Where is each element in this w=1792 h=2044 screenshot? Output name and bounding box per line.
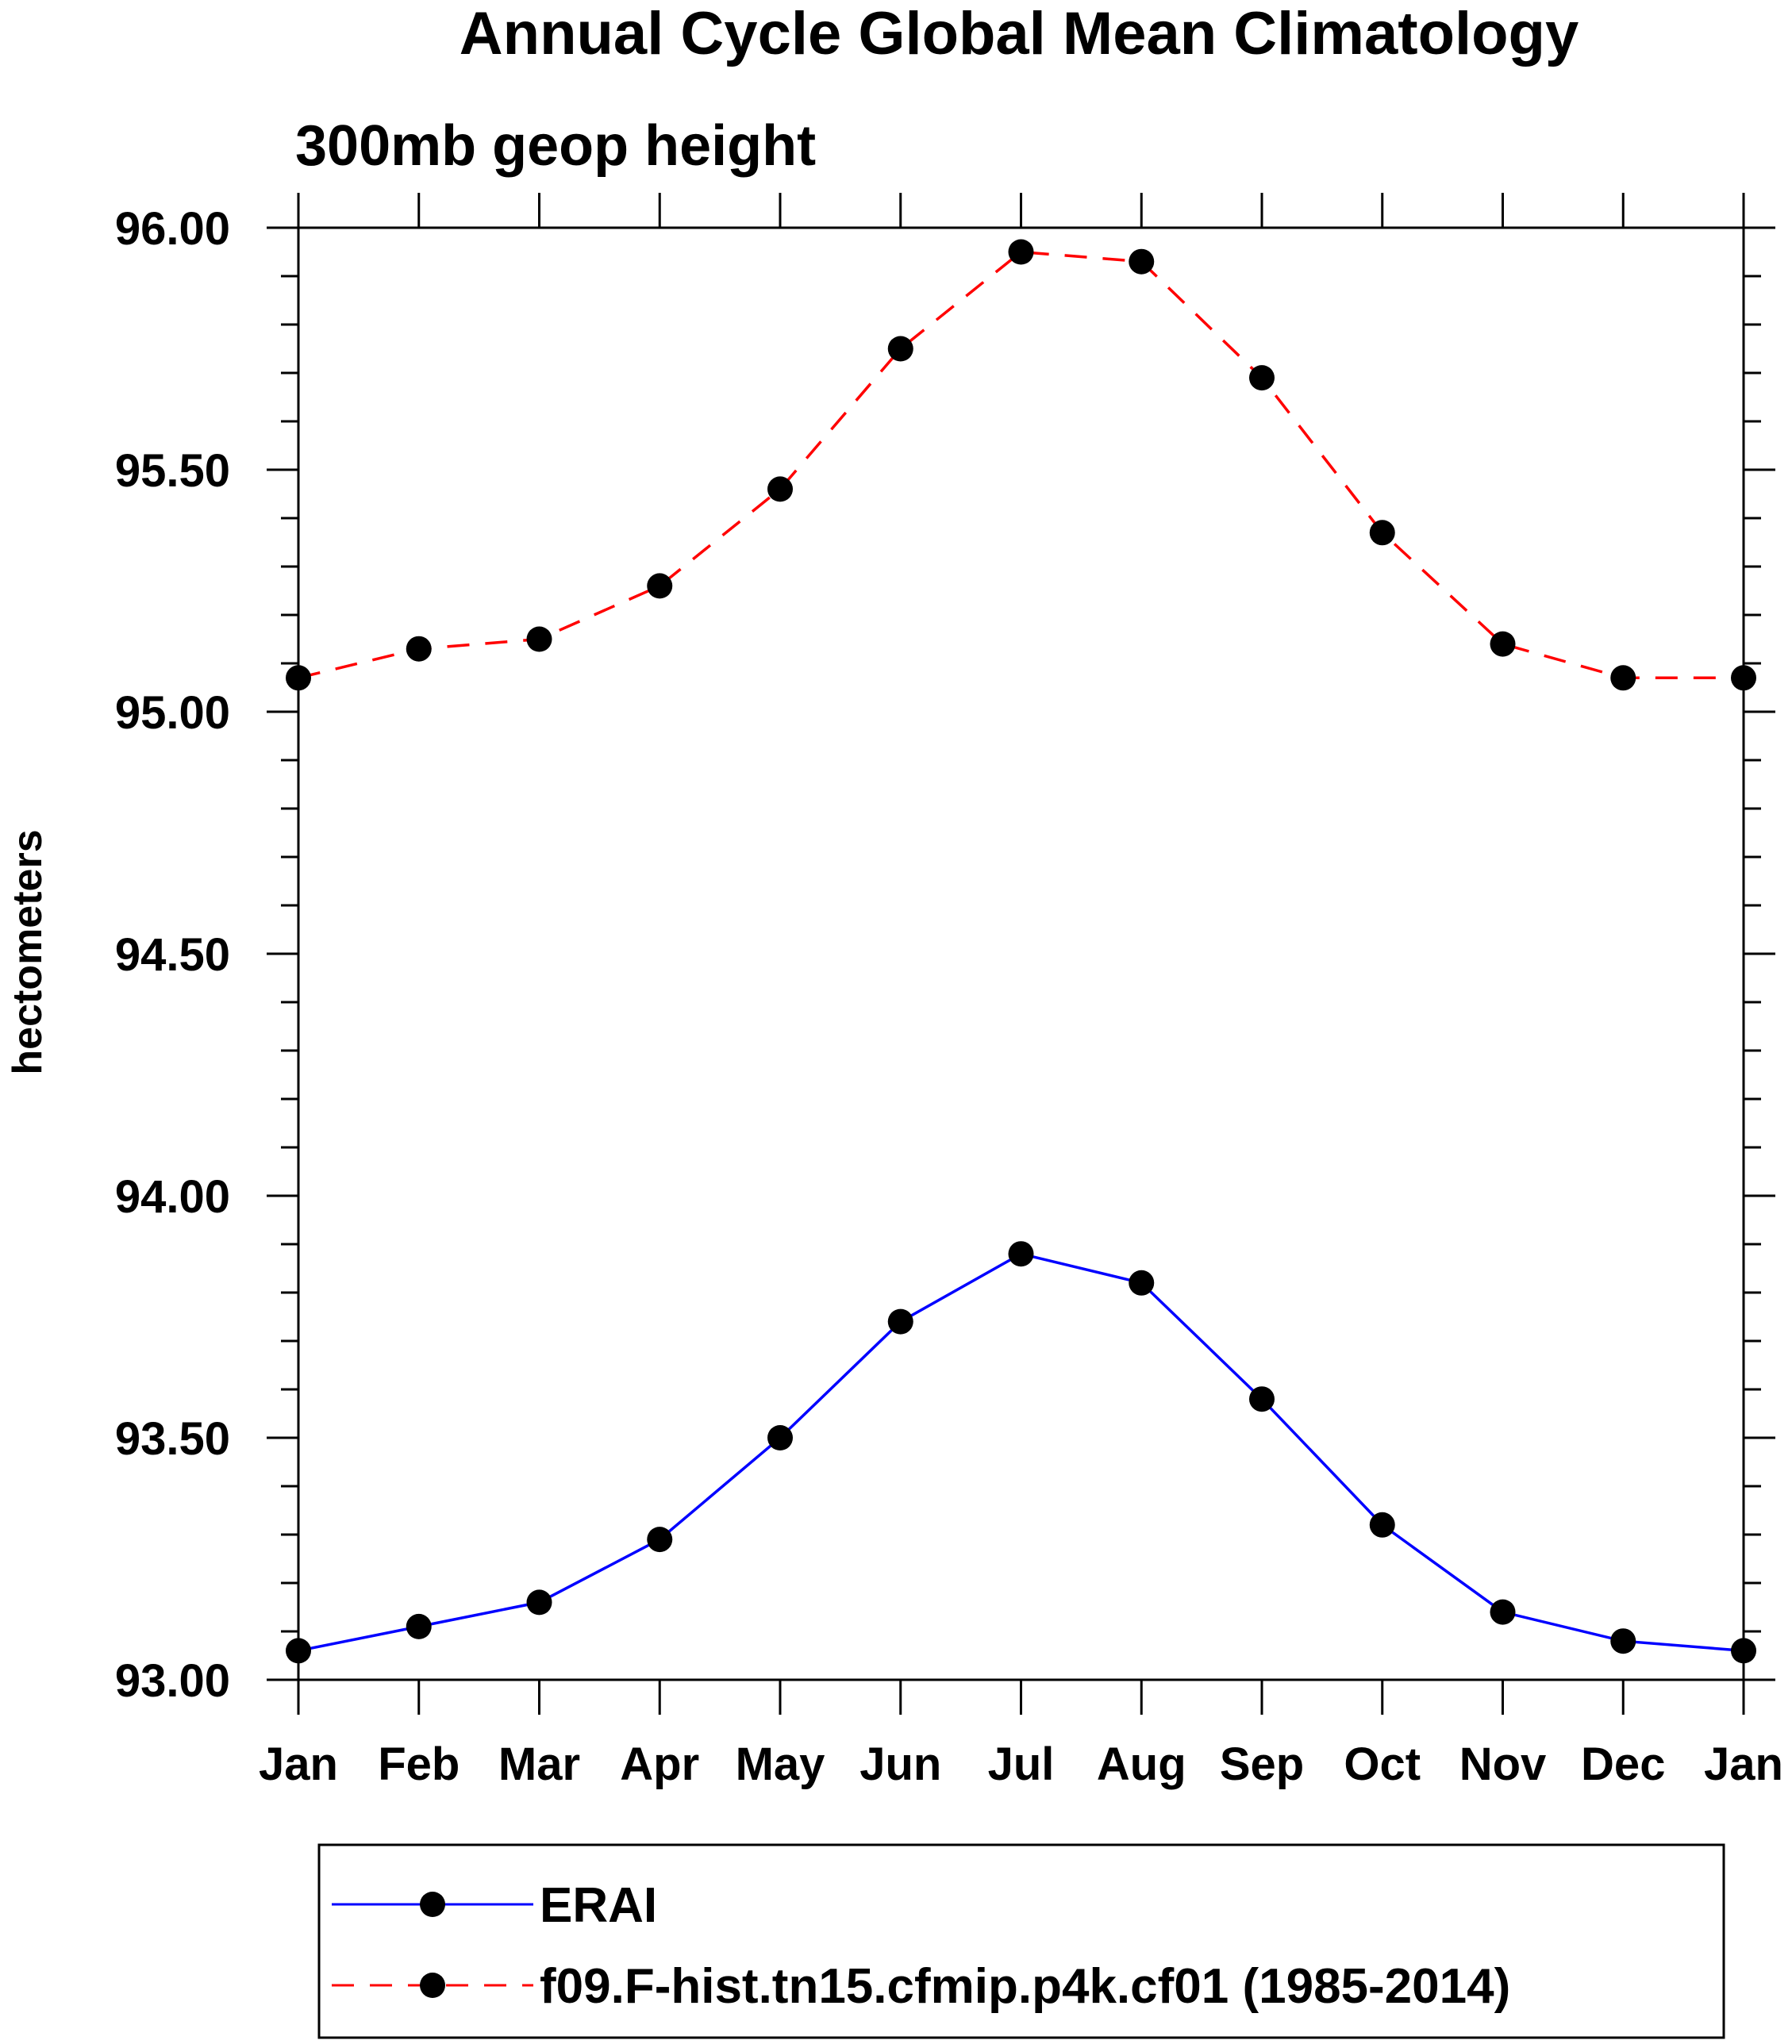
axes: Jan Feb Mar Apr May Jun Jul Aug Sep Oct Nov Dec Jan 9… (115, 193, 1783, 1790)
x-tick-label: Jul (988, 1739, 1055, 1790)
data-point-f09 (1008, 239, 1034, 265)
x-tick-label: May (736, 1739, 825, 1790)
data-point-f09 (1129, 248, 1155, 275)
x-tick-label: Oct (1344, 1739, 1421, 1790)
data-point-erai (1610, 1628, 1636, 1654)
y-tick-label: 95.50 (115, 445, 230, 497)
chart-title: Annual Cycle Global Mean Climatology (460, 0, 1579, 67)
data-point-erai (286, 1638, 311, 1664)
x-tick-label: Apr (620, 1739, 699, 1790)
x-tick-label: Mar (498, 1739, 580, 1790)
data-point-erai (767, 1425, 793, 1450)
data-point-f09 (887, 336, 913, 362)
data-point-erai (526, 1589, 552, 1616)
x-tick-label: Sep (1220, 1739, 1304, 1790)
y-tick-label: 93.00 (115, 1655, 230, 1707)
data-point-erai (406, 1613, 432, 1639)
plot-frame (297, 226, 1745, 1681)
y-tick-label: 94.50 (115, 929, 230, 981)
data-point-erai (1369, 1512, 1395, 1538)
data-point-erai (1249, 1386, 1275, 1412)
y-axis-label: hectometers (5, 829, 51, 1074)
legend-label-erai: ERAI (540, 1878, 657, 1933)
y-tick-label: 93.50 (115, 1413, 230, 1465)
x-tick-label: Jun (859, 1739, 941, 1790)
x-tick-label: Aug (1097, 1739, 1186, 1790)
data-point-f09 (1249, 365, 1275, 391)
data-point-erai (1129, 1270, 1155, 1296)
x-tick-label: Dec (1581, 1739, 1665, 1790)
x-tick-label: Feb (378, 1739, 460, 1790)
data-point-f09 (1369, 520, 1395, 546)
data-point-f09 (647, 573, 673, 599)
plot-area (286, 239, 1756, 1664)
data-point-erai (1008, 1241, 1034, 1267)
data-point-f09 (406, 636, 432, 662)
data-point-erai (647, 1527, 673, 1553)
series-line-erai (298, 1252, 1744, 1653)
data-point-f09 (286, 665, 311, 691)
data-point-f09 (1490, 631, 1516, 657)
series-line-f09 (298, 250, 1744, 680)
y-tick-label: 94.00 (115, 1171, 230, 1223)
x-tick-label: Jan (1704, 1739, 1783, 1790)
x-tick-label: Jan (259, 1739, 338, 1790)
legend-box (317, 1843, 1725, 2039)
data-point-f09 (767, 476, 793, 502)
legend-marker-f09 (420, 1973, 445, 1998)
data-point-erai (887, 1308, 913, 1335)
x-tick-label: Nov (1459, 1739, 1547, 1790)
y-tick-label: 96.00 (115, 203, 230, 255)
y-tick-label: 95.00 (115, 687, 230, 739)
chart-subtitle: 300mb geop height (295, 114, 816, 178)
legend: ERAI f09.F-hist.tn15.cfmip.p4k.cf01 (198… (317, 1843, 1725, 2039)
legend-label-f09: f09.F-hist.tn15.cfmip.p4k.cf01 (1985-201… (540, 1959, 1510, 2014)
legend-marker-erai (420, 1892, 445, 1917)
data-point-f09 (526, 626, 552, 652)
data-point-f09 (1731, 665, 1756, 691)
data-point-f09 (1610, 665, 1636, 691)
data-point-erai (1490, 1599, 1516, 1625)
data-point-erai (1731, 1638, 1756, 1664)
